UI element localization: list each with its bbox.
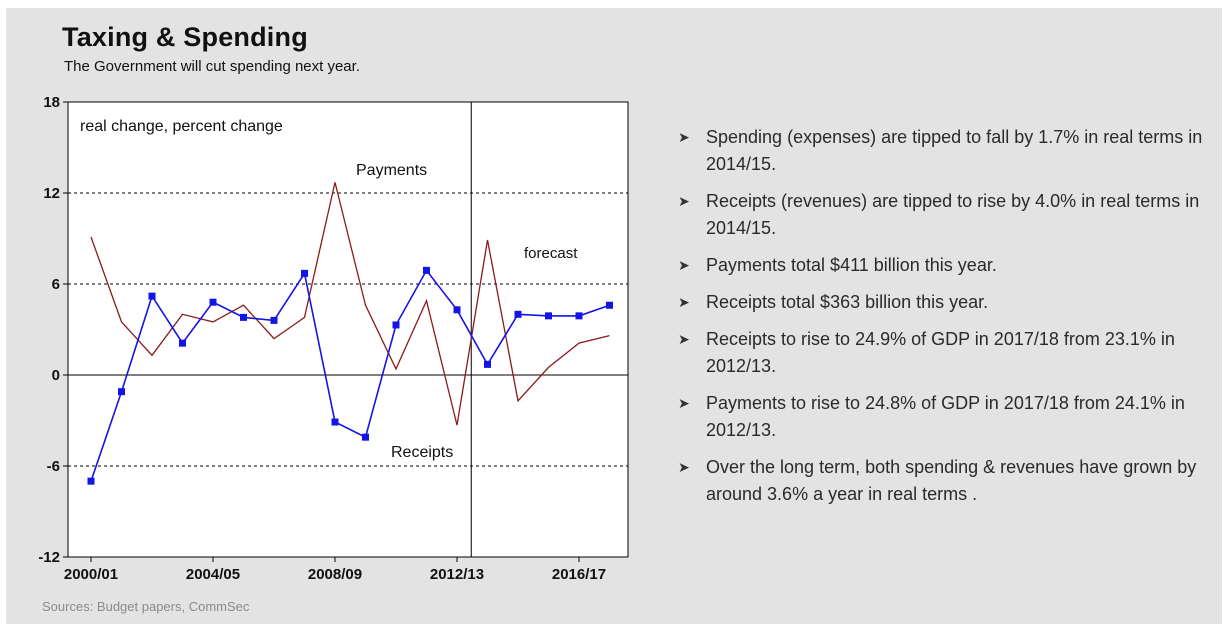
x-tick-label: 2004/05 bbox=[186, 566, 240, 583]
bullet-text: Receipts (revenues) are tipped to rise b… bbox=[706, 191, 1200, 238]
receipts-series-label: Receipts bbox=[391, 444, 453, 461]
receipts-point bbox=[179, 339, 186, 347]
bullet-arrow-icon: ➤ bbox=[678, 193, 690, 209]
x-tick-label: 2016/17 bbox=[552, 566, 606, 583]
receipts-point bbox=[392, 321, 400, 329]
receipts-point bbox=[362, 433, 369, 441]
bullet-text: Receipts total $363 billion this year. bbox=[706, 292, 989, 312]
receipts-point bbox=[87, 477, 95, 485]
receipts-point bbox=[453, 306, 461, 314]
bullet-item: ➤ Spending (expenses) are tipped to fall … bbox=[676, 124, 1216, 178]
receipts-point bbox=[270, 316, 278, 324]
receipts-point bbox=[301, 269, 308, 277]
bullet-arrow-icon: ➤ bbox=[678, 294, 690, 310]
receipts-point bbox=[575, 312, 583, 320]
receipts-point bbox=[240, 313, 247, 321]
receipts-point bbox=[331, 418, 339, 426]
source-note: Sources: Budget papers, CommSec bbox=[42, 599, 250, 614]
bullet-item: ➤ Receipts total $363 billion this year. bbox=[676, 289, 1216, 316]
receipts-point bbox=[606, 301, 613, 309]
payments-series-label: Payments bbox=[356, 162, 427, 179]
receipts-point bbox=[545, 312, 552, 320]
bullet-text: Receipts to rise to 24.9% of GDP in 2017… bbox=[706, 329, 1175, 376]
receipts-point bbox=[484, 360, 491, 368]
y-tick-label: 0 bbox=[52, 367, 60, 384]
x-tick-label: 2012/13 bbox=[430, 566, 484, 583]
x-tick-label: 2000/01 bbox=[64, 566, 118, 583]
y-tick-label: -6 bbox=[47, 458, 60, 475]
page-subtitle: The Government will cut spending next ye… bbox=[64, 58, 360, 75]
key-points-list: ➤ Spending (expenses) are tipped to fall … bbox=[676, 124, 1216, 518]
y-tick-label: 6 bbox=[52, 276, 60, 293]
forecast-label: forecast bbox=[524, 245, 578, 262]
bullet-arrow-icon: ➤ bbox=[678, 331, 690, 347]
bullet-item: ➤ Payments to rise to 24.8% of GDP in 201… bbox=[676, 390, 1216, 444]
bullet-arrow-icon: ➤ bbox=[678, 129, 690, 145]
receipts-point bbox=[148, 292, 156, 300]
bullet-text: Spending (expenses) are tipped to fall b… bbox=[706, 127, 1203, 174]
bullet-item: ➤ Payments total $411 billion this year. bbox=[676, 252, 1216, 279]
receipts-point bbox=[118, 388, 125, 396]
bullet-text: Payments total $411 billion this year. bbox=[706, 255, 997, 275]
bullet-text: Over the long term, both spending & reve… bbox=[706, 457, 1197, 504]
series-markers bbox=[87, 266, 613, 485]
bullet-arrow-icon: ➤ bbox=[678, 257, 690, 273]
bullet-arrow-icon: ➤ bbox=[678, 395, 690, 411]
bullet-item: ➤ Over the long term, both spending & rev… bbox=[676, 454, 1216, 508]
grid-lines bbox=[68, 192, 628, 467]
plot-area bbox=[67, 101, 629, 558]
receipts-point bbox=[514, 310, 522, 318]
page-title: Taxing & Spending bbox=[62, 22, 308, 52]
receipts-point bbox=[423, 266, 430, 274]
x-tick-label: 2008/09 bbox=[308, 566, 362, 583]
receipts-point bbox=[209, 298, 217, 306]
bullet-item: ➤ Receipts (revenues) are tipped to rise … bbox=[676, 188, 1216, 242]
receipts-line bbox=[90, 268, 610, 482]
payments-line bbox=[90, 182, 610, 426]
bullet-arrow-icon: ➤ bbox=[678, 459, 690, 475]
y-tick-label: -12 bbox=[38, 549, 60, 566]
y-axis-unit-label: real change, percent change bbox=[80, 118, 283, 135]
bullet-item: ➤ Receipts to rise to 24.9% of GDP in 201… bbox=[676, 326, 1216, 380]
y-tick-label: 18 bbox=[43, 94, 60, 111]
bullet-text: Payments to rise to 24.8% of GDP in 2017… bbox=[706, 393, 1185, 440]
series-lines bbox=[90, 182, 610, 482]
y-tick-label: 12 bbox=[43, 185, 60, 202]
